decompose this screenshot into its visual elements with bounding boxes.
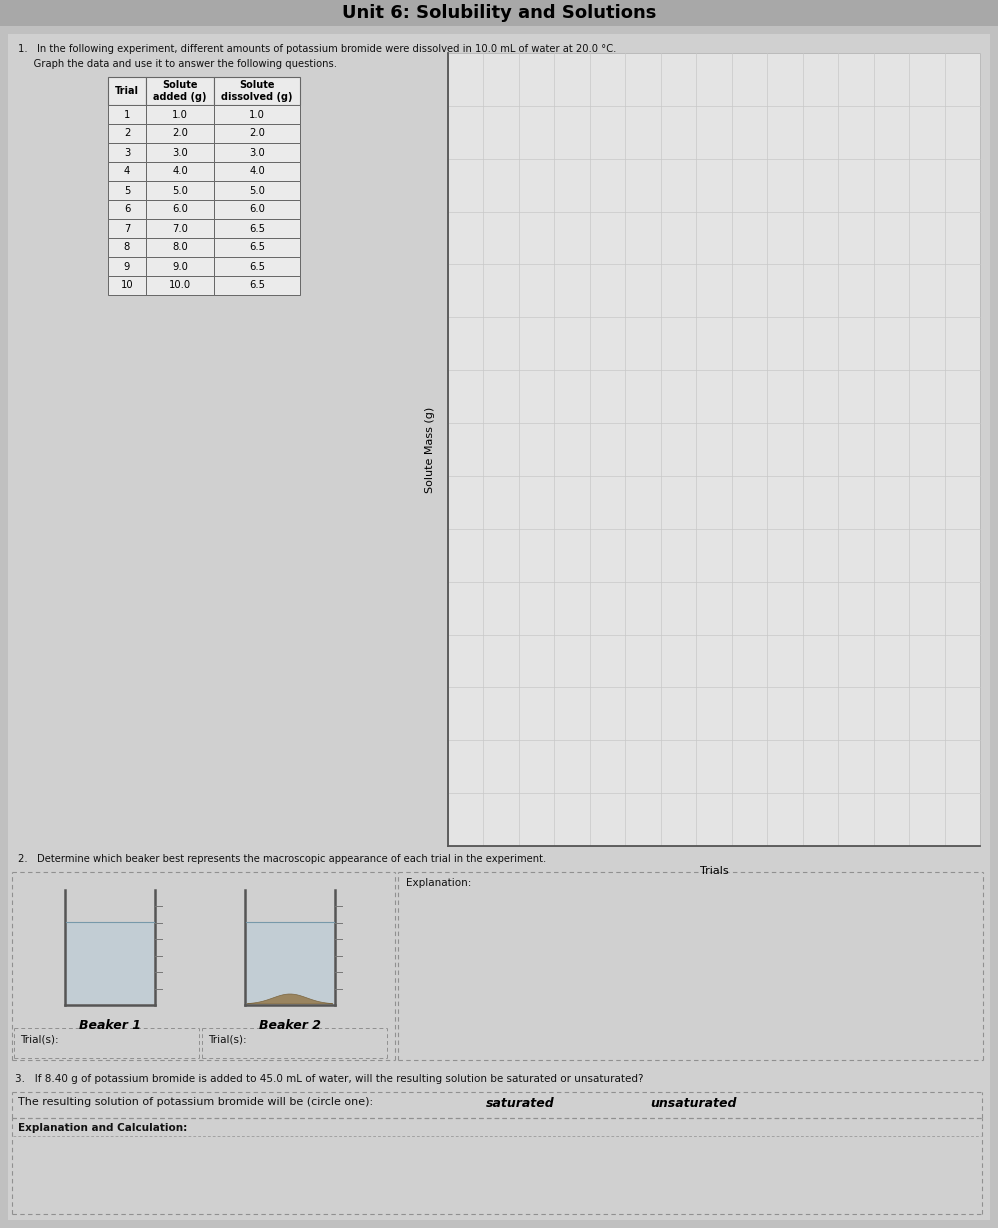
- FancyBboxPatch shape: [214, 238, 300, 257]
- Text: 3.   If 8.40 g of potassium bromide is added to 45.0 mL of water, will the resul: 3. If 8.40 g of potassium bromide is add…: [15, 1074, 644, 1084]
- FancyBboxPatch shape: [146, 142, 214, 162]
- Text: 10: 10: [121, 280, 134, 291]
- Text: 5.0: 5.0: [250, 185, 264, 195]
- Text: Unit 6: Solubility and Solutions: Unit 6: Solubility and Solutions: [341, 4, 657, 22]
- FancyBboxPatch shape: [214, 106, 300, 124]
- Text: Explanation and Calculation:: Explanation and Calculation:: [18, 1122, 188, 1133]
- Text: 6.0: 6.0: [250, 205, 264, 215]
- FancyBboxPatch shape: [12, 1117, 982, 1214]
- Text: saturated: saturated: [486, 1097, 555, 1110]
- FancyBboxPatch shape: [108, 238, 146, 257]
- Text: 4.0: 4.0: [250, 167, 264, 177]
- FancyBboxPatch shape: [146, 238, 214, 257]
- Text: 8.0: 8.0: [172, 242, 188, 253]
- FancyBboxPatch shape: [202, 1028, 387, 1059]
- Text: 6: 6: [124, 205, 130, 215]
- FancyBboxPatch shape: [146, 162, 214, 181]
- FancyBboxPatch shape: [108, 142, 146, 162]
- FancyBboxPatch shape: [246, 922, 334, 1005]
- Text: Beaker 1: Beaker 1: [79, 1019, 141, 1032]
- Text: Trial(s):: Trial(s):: [208, 1034, 247, 1044]
- FancyBboxPatch shape: [108, 77, 146, 106]
- FancyBboxPatch shape: [146, 219, 214, 238]
- FancyBboxPatch shape: [146, 77, 214, 106]
- FancyBboxPatch shape: [214, 181, 300, 200]
- Text: 4: 4: [124, 167, 130, 177]
- Text: 2.   Determine which beaker best represents the macroscopic appearance of each t: 2. Determine which beaker best represent…: [18, 853, 546, 865]
- Text: 1.   In the following experiment, different amounts of potassium bromide were di: 1. In the following experiment, differen…: [18, 44, 617, 54]
- FancyBboxPatch shape: [146, 257, 214, 276]
- FancyBboxPatch shape: [214, 77, 300, 106]
- FancyBboxPatch shape: [214, 124, 300, 142]
- FancyBboxPatch shape: [146, 106, 214, 124]
- Text: Graph the data and use it to answer the following questions.: Graph the data and use it to answer the …: [18, 59, 337, 69]
- Text: Trial: Trial: [115, 86, 139, 96]
- Text: 3: 3: [124, 147, 130, 157]
- Text: Solute
dissolved (g): Solute dissolved (g): [222, 80, 292, 102]
- Text: 4.0: 4.0: [172, 167, 188, 177]
- FancyBboxPatch shape: [108, 162, 146, 181]
- FancyBboxPatch shape: [146, 200, 214, 219]
- Text: 1.0: 1.0: [250, 109, 264, 119]
- Text: 8: 8: [124, 242, 130, 253]
- Text: Solute
added (g): Solute added (g): [154, 80, 207, 102]
- Text: The resulting solution of potassium bromide will be (circle one):: The resulting solution of potassium brom…: [18, 1097, 373, 1106]
- FancyBboxPatch shape: [8, 34, 990, 1219]
- Text: 2.0: 2.0: [172, 129, 188, 139]
- FancyBboxPatch shape: [108, 181, 146, 200]
- FancyBboxPatch shape: [12, 872, 395, 1060]
- FancyBboxPatch shape: [14, 1028, 199, 1059]
- FancyBboxPatch shape: [214, 257, 300, 276]
- Text: 6.5: 6.5: [249, 280, 265, 291]
- FancyBboxPatch shape: [0, 0, 998, 26]
- FancyBboxPatch shape: [108, 257, 146, 276]
- Text: 3.0: 3.0: [250, 147, 264, 157]
- Text: 5.0: 5.0: [172, 185, 188, 195]
- Text: 2.0: 2.0: [250, 129, 264, 139]
- Text: 9.0: 9.0: [172, 262, 188, 271]
- FancyBboxPatch shape: [108, 106, 146, 124]
- FancyBboxPatch shape: [398, 872, 983, 1060]
- Text: 5: 5: [124, 185, 130, 195]
- FancyBboxPatch shape: [214, 162, 300, 181]
- Text: 1: 1: [124, 109, 130, 119]
- FancyBboxPatch shape: [146, 124, 214, 142]
- FancyBboxPatch shape: [146, 181, 214, 200]
- FancyBboxPatch shape: [108, 200, 146, 219]
- Text: Trial(s):: Trial(s):: [20, 1034, 59, 1044]
- FancyBboxPatch shape: [214, 219, 300, 238]
- Text: 2: 2: [124, 129, 130, 139]
- Text: Beaker 2: Beaker 2: [259, 1019, 321, 1032]
- Text: 1.0: 1.0: [172, 109, 188, 119]
- Text: 6.5: 6.5: [249, 262, 265, 271]
- FancyBboxPatch shape: [448, 53, 980, 846]
- FancyBboxPatch shape: [108, 219, 146, 238]
- Text: 7.0: 7.0: [172, 223, 188, 233]
- FancyBboxPatch shape: [108, 276, 146, 295]
- Text: unsaturated: unsaturated: [650, 1097, 737, 1110]
- Text: Solute Mass (g): Solute Mass (g): [425, 406, 435, 492]
- Text: 7: 7: [124, 223, 130, 233]
- FancyBboxPatch shape: [214, 142, 300, 162]
- Text: 9: 9: [124, 262, 130, 271]
- Text: Explanation:: Explanation:: [406, 878, 471, 888]
- Text: 10.0: 10.0: [169, 280, 191, 291]
- Text: 6.5: 6.5: [249, 242, 265, 253]
- Text: 3.0: 3.0: [172, 147, 188, 157]
- Text: 6.5: 6.5: [249, 223, 265, 233]
- Text: 6.0: 6.0: [172, 205, 188, 215]
- FancyBboxPatch shape: [12, 1092, 982, 1117]
- Text: Trials: Trials: [700, 866, 729, 876]
- FancyBboxPatch shape: [214, 276, 300, 295]
- Polygon shape: [247, 993, 333, 1005]
- FancyBboxPatch shape: [146, 276, 214, 295]
- FancyBboxPatch shape: [66, 922, 154, 1005]
- FancyBboxPatch shape: [214, 200, 300, 219]
- FancyBboxPatch shape: [108, 124, 146, 142]
